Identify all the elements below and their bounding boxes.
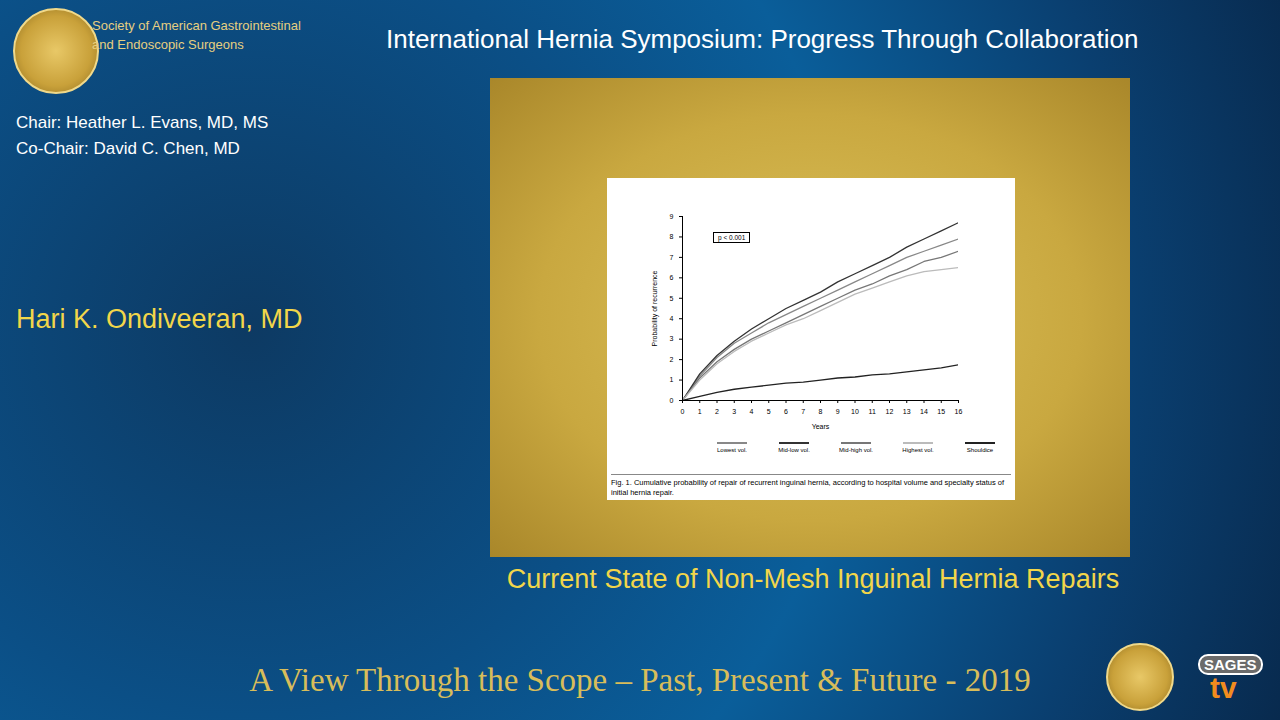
html-text:Co-Chair: David C. Chen, MD: Co-Chair: David C. Chen, MD [16, 139, 240, 158]
html-text:tv: tv [1210, 671, 1237, 704]
svg-text:9: 9 [836, 408, 840, 415]
svg-text:3: 3 [732, 408, 736, 415]
svg-text:1: 1 [698, 408, 702, 415]
svg-text:11: 11 [869, 408, 876, 415]
svg-text:Years: Years [812, 423, 830, 430]
html-text:Mid-low vol.: Mid-low vol. [778, 447, 810, 453]
svg-text:8: 8 [819, 408, 823, 415]
html-text:Shouldice: Shouldice [966, 447, 994, 453]
svg-text:7: 7 [801, 408, 805, 415]
html-text:Hari K. Ondiveeran, MD: Hari K. Ondiveeran, MD [16, 304, 303, 334]
html-text:Society of American Gastrointe: Society of American Gastrointestinal [92, 18, 301, 33]
svg-text:2: 2 [670, 356, 674, 363]
svg-text:6: 6 [784, 408, 788, 415]
svg-text:16: 16 [955, 408, 963, 415]
svg-text:4: 4 [750, 408, 754, 415]
html-text:Chair: Heather L. Evans, MD, M: Chair: Heather L. Evans, MD, MS [16, 113, 269, 132]
svg-text:9: 9 [670, 213, 674, 220]
svg-text:15: 15 [937, 408, 945, 415]
svg-text:6: 6 [670, 274, 674, 281]
svg-text:10: 10 [851, 408, 859, 415]
svg-text:7: 7 [670, 254, 674, 261]
svg-text:2: 2 [715, 408, 719, 415]
svg-text:0: 0 [670, 397, 674, 404]
svg-text:4: 4 [670, 315, 674, 322]
html-text:Current State of Non-Mesh Ingu: Current State of Non-Mesh Inguinal Herni… [506, 564, 1120, 594]
svg-text:14: 14 [920, 408, 928, 415]
html-text:A View Through the Scope – Pas: A View Through the Scope – Past, Present… [249, 662, 1031, 698]
html-text:Lowest vol.: Lowest vol. [717, 447, 747, 453]
html-text:SAGES: SAGES [1204, 656, 1257, 673]
svg-text:13: 13 [903, 408, 911, 415]
html-text:and Endoscopic Surgeons: and Endoscopic Surgeons [92, 37, 244, 52]
html-text:Highest vol.: Highest vol. [902, 447, 934, 453]
svg-text:1: 1 [670, 376, 674, 383]
svg-text:Probability of recurrence: Probability of recurrence [651, 270, 659, 346]
html-text:Mid-high vol.: Mid-high vol. [839, 447, 873, 453]
svg-text:8: 8 [670, 233, 674, 240]
svg-text:5: 5 [670, 295, 674, 302]
svg-text:12: 12 [886, 408, 894, 415]
html-text:International Hernia Symposium: International Hernia Symposium: Progress… [386, 24, 1139, 54]
html-text:p < 0.001: p < 0.001 [718, 234, 746, 241]
svg-text:5: 5 [767, 408, 771, 415]
html-text:Fig. 1. Cumulative probability: Fig. 1. Cumulative probability of repair… [611, 478, 1005, 497]
svg-text:3: 3 [670, 335, 674, 342]
svg-text:0: 0 [681, 408, 685, 415]
